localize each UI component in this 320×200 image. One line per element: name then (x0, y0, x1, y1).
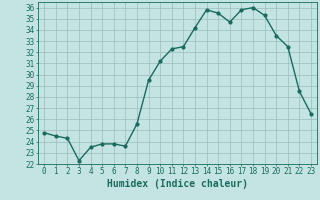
X-axis label: Humidex (Indice chaleur): Humidex (Indice chaleur) (107, 179, 248, 189)
